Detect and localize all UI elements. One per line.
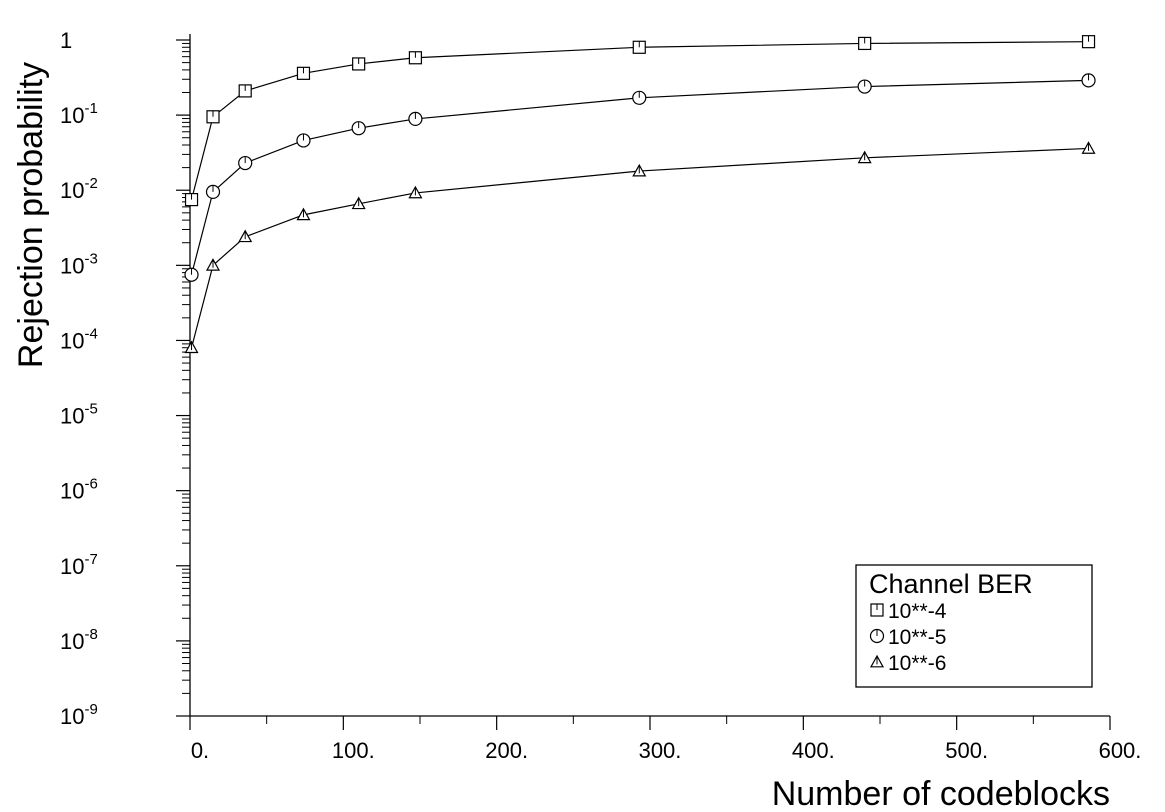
x-axis-ticks: 0. 100. 200. 300. 400. 500. 600. bbox=[189, 716, 1142, 763]
legend: Channel BER 10**-4 10**-5 10**-6 bbox=[855, 564, 1093, 688]
x-tick-label: 600. bbox=[1099, 738, 1142, 763]
legend-title: Channel BER bbox=[869, 569, 1033, 599]
y-tick-label: 10-5 bbox=[60, 401, 98, 429]
x-tick-label: 200. bbox=[485, 738, 528, 763]
series-circle bbox=[184, 73, 1096, 282]
y-tick-label: 10-8 bbox=[60, 626, 98, 654]
y-tick-label: 10-4 bbox=[60, 325, 98, 353]
legend-box bbox=[855, 564, 1093, 688]
x-tick-label: 300. bbox=[639, 738, 682, 763]
y-tick-label: 10-2 bbox=[60, 175, 98, 203]
plot-area bbox=[184, 35, 1096, 354]
y-tick-label: 1 bbox=[60, 28, 72, 53]
series-line-triangle bbox=[190, 147, 1089, 348]
x-tick-label: 100. bbox=[332, 738, 375, 763]
legend-entry-label: 10**-5 bbox=[888, 626, 946, 649]
y-tick-label: 10-1 bbox=[60, 100, 98, 128]
y-tick-label: 10-7 bbox=[60, 551, 98, 579]
series-triangle bbox=[184, 141, 1096, 354]
x-axis-title: Number of codeblocks bbox=[772, 775, 1110, 812]
series-line-circle bbox=[190, 79, 1089, 275]
y-tick-label: 10-6 bbox=[60, 476, 98, 504]
series-square bbox=[184, 35, 1096, 207]
y-axis-title: Rejection probability bbox=[12, 62, 50, 368]
y-tick-label: 10-3 bbox=[60, 250, 98, 278]
y-tick-label: 10-9 bbox=[60, 701, 98, 729]
x-tick-label: 0. bbox=[191, 738, 209, 763]
legend-entry-label: 10**-4 bbox=[888, 600, 947, 623]
x-tick-label: 400. bbox=[792, 738, 835, 763]
legend-entry-label: 10**-6 bbox=[888, 652, 946, 675]
y-axis-ticks: 1 10-1 10-2 10-3 10-4 10-5 10-6 10-7 10-8 10-9 bbox=[60, 28, 190, 729]
x-tick-label: 500. bbox=[945, 738, 988, 763]
